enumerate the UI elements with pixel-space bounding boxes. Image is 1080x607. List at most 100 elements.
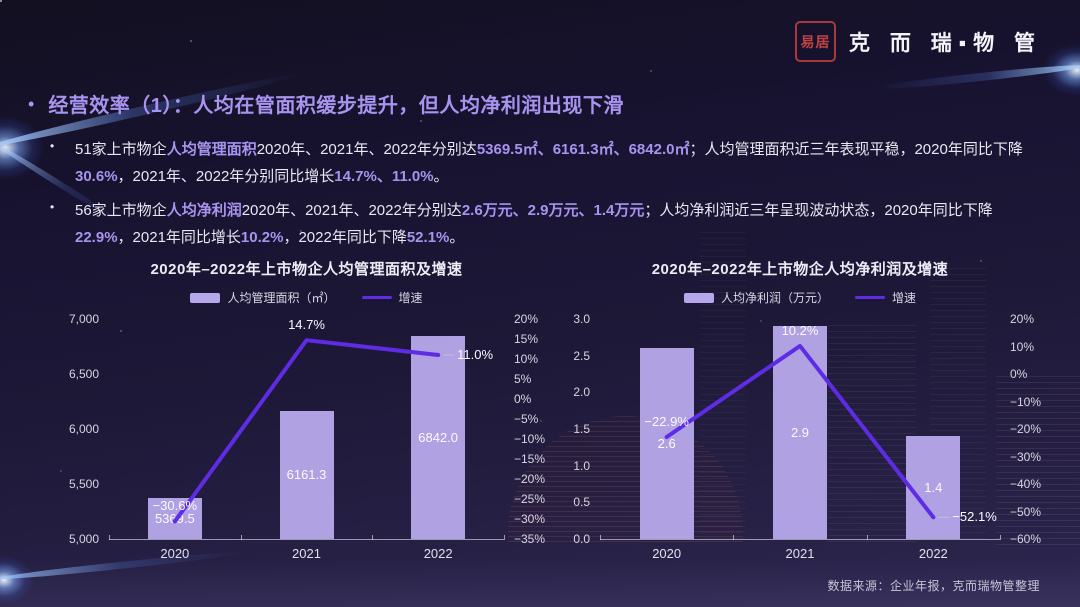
body-text: 2020年、2021年、2022年分别达 — [256, 141, 477, 158]
body-text: 2020年、2021年、2022年分别达 — [241, 202, 462, 219]
y-axis-tick-right: −40% — [1010, 477, 1042, 491]
page-title: 经营效率（1）：人均在管面积缓步提升，但人均净利润出现下滑 — [48, 95, 624, 117]
y-axis-tick-right: −25% — [514, 492, 546, 506]
lens-flare-right — [1042, 44, 1080, 96]
y-axis-tick-left: 1.0 — [573, 458, 590, 473]
y-axis-tick-right: −35% — [514, 532, 546, 546]
x-axis-tick — [109, 535, 110, 540]
body-text: ，2021年、2022年分别同比增长 — [117, 168, 335, 185]
growth-line-chart — [172, 338, 455, 524]
y-axis-tick-right: 15% — [514, 332, 539, 346]
y-axis-tick-right: −20% — [1010, 422, 1042, 436]
bullet-marker: • — [50, 139, 55, 153]
y-axis-tick-right: −50% — [1010, 504, 1042, 519]
x-axis-line — [600, 539, 1000, 540]
bar-2020 — [639, 348, 694, 539]
body-text: 51家上市物企 — [75, 141, 167, 158]
chart-net-profit: 2020年–2022年上市物企人均净利润及增速 人均净利润（万元） 增速 0.0… — [560, 252, 1080, 592]
highlight-text: 30.6% — [75, 168, 118, 185]
legend-item-line: 增速 — [855, 289, 916, 306]
summary-bullets: • 51家上市物企人均管理面积2020年、2021年、2022年分别达5369.… — [50, 136, 1045, 258]
lens-flare-bottom-left — [0, 556, 34, 604]
y-axis-tick-right: −10% — [514, 432, 546, 446]
x-axis-label: 2020 — [160, 546, 190, 561]
y-axis-tick-right: −60% — [1010, 532, 1042, 546]
line-point-label: 14.7% — [288, 317, 325, 333]
growth-line — [172, 338, 441, 524]
bar-value-label: 2.9 — [790, 424, 810, 440]
body-text: ；人均净利润近三年呈现波动状态，2020年同比下降 — [644, 202, 993, 219]
line-point-label: −52.1% — [952, 509, 997, 525]
bar-2021 — [279, 411, 334, 539]
y-axis-tick-right: 20% — [1010, 312, 1035, 326]
bullet-item: • 51家上市物企人均管理面积2020年、2021年、2022年分别达5369.… — [50, 136, 1045, 190]
bar-2022 — [411, 336, 466, 539]
x-axis-label: 2021 — [292, 546, 321, 561]
brand-name: 克 而 瑞▪物 管 — [849, 31, 1042, 55]
x-axis-tick — [866, 535, 868, 540]
y-axis-tick-right: 0% — [1010, 367, 1028, 381]
body-text: 。 — [449, 229, 465, 246]
legend-label: 人均管理面积（㎡） — [227, 291, 336, 305]
y-axis-tick-left: 0.5 — [573, 495, 590, 510]
highlight-text: 人均管理面积 — [166, 141, 257, 158]
highlight-text: 52.1% — [406, 229, 450, 246]
chart-legend: 人均管理面积（㎡） 增速 — [109, 289, 504, 306]
x-axis-label: 2020 — [652, 546, 682, 561]
plot-area: 0.0 0.5 1.0 1.5 2.0 2.5 3.0 −60% −50% −40% −30% −20… — [560, 252, 1080, 592]
y-axis-tick-right: −15% — [514, 452, 546, 466]
bar-value-label: 2.6 — [657, 435, 676, 451]
highlight-text: 14.7%、11.0% — [334, 168, 434, 185]
y-axis-tick-left: 2.5 — [573, 348, 590, 363]
y-axis-tick-left: 3.0 — [573, 312, 590, 326]
brand-seal-icon: 易居 — [795, 21, 837, 62]
body-text: 。 — [433, 168, 449, 185]
chart-title: 2020年–2022年上市物企人均净利润及增速 — [651, 261, 949, 278]
legend-label: 人均净利润（万元） — [720, 291, 829, 305]
x-axis-label: 2022 — [423, 546, 453, 561]
chart-legend: 人均净利润（万元） 增速 — [600, 289, 1000, 306]
bullet-marker: • — [50, 200, 55, 214]
body-text: ；人均管理面积近三年表现平稳，2020年同比下降 — [689, 141, 1023, 158]
title-row: • 经营效率（1）：人均在管面积缓步提升，但人均净利润出现下滑 — [28, 89, 624, 118]
highlight-text: 人均净利润 — [166, 202, 242, 219]
light-beam — [870, 62, 1080, 93]
bullet-item: • 56家上市物企人均净利润2020年、2021年、2022年分别达2.6万元、… — [50, 197, 1045, 251]
chart-management-area: 2020年–2022年上市物企人均管理面积及增速 人均管理面积（㎡） 增速 5,… — [60, 252, 560, 592]
line-swatch-icon — [361, 296, 392, 299]
highlight-text: 2.6万元、2.9万元、1.4万元 — [461, 202, 645, 219]
bar-swatch-icon — [683, 292, 714, 303]
line-point-label: −30.6% — [152, 498, 198, 514]
y-axis-tick-left: 1.5 — [573, 422, 590, 436]
y-axis-tick-left: 2.0 — [573, 385, 590, 400]
y-axis-tick-right: 20% — [514, 312, 539, 326]
line-point-label: 11.0% — [457, 347, 494, 362]
bullet-text-net-profit: 56家上市物企人均净利润2020年、2021年、2022年分别达2.6万元、2.… — [75, 197, 1045, 251]
x-axis-label: 2022 — [918, 546, 948, 561]
brand-logo: 易居 克 而 瑞▪物 管 — [795, 21, 1042, 62]
bar-swatch-icon — [190, 292, 221, 303]
x-axis-tick — [733, 535, 735, 540]
y-axis-tick-right: −20% — [514, 472, 546, 486]
x-axis-label: 2021 — [785, 546, 815, 561]
growth-line — [664, 343, 936, 520]
highlight-text: 22.9% — [75, 229, 118, 246]
lens-flare-top-left — [0, 116, 44, 180]
y-axis-tick-right: −30% — [514, 512, 546, 526]
highlight-text: 5369.5㎡、6161.3㎡、6842.0㎡ — [476, 141, 690, 158]
y-axis-tick-right: −5% — [514, 412, 539, 426]
x-axis-tick — [600, 535, 601, 540]
plot-area: 5,000 5,500 6,000 6,500 7,000 −35% −30% −25% −20… — [60, 252, 560, 592]
highlight-text: 10.2% — [240, 229, 284, 246]
data-source: 数据来源：企业年报，克而瑞物管整理 — [827, 579, 1040, 593]
y-axis-tick-right: 0% — [514, 392, 532, 406]
x-axis-tick — [1000, 535, 1001, 540]
title-bullet: • — [28, 93, 35, 114]
y-axis-tick-left: 6,000 — [68, 422, 99, 436]
body-text: 56家上市物企 — [75, 202, 167, 219]
y-axis-tick-left: 6,500 — [68, 367, 99, 381]
y-axis-tick-left: 7,000 — [68, 312, 99, 326]
growth-line-chart — [664, 343, 950, 520]
line-swatch-icon — [855, 296, 885, 299]
